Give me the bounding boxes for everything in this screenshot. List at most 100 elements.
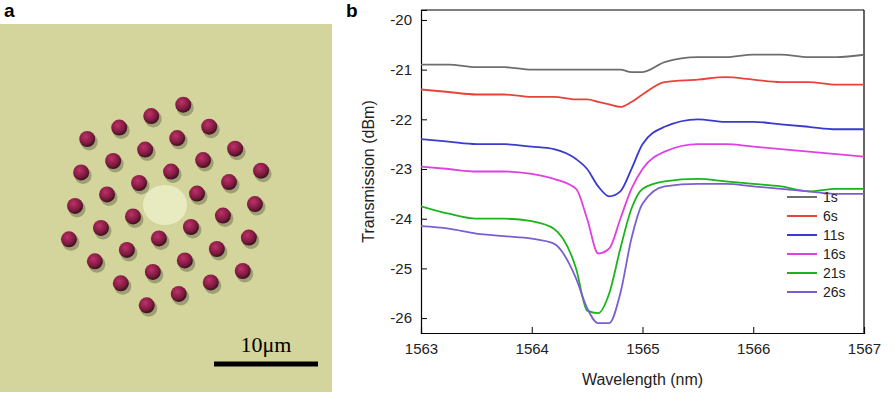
pillar: [177, 252, 193, 268]
pillar: [253, 163, 269, 179]
legend-label: 11s: [823, 227, 845, 243]
legend-swatch: [787, 234, 817, 236]
series-line: [421, 55, 864, 72]
tick-label: 1563: [405, 340, 438, 357]
panel-b: 15631564156515661567-26-25-24-23-22-21-2…: [360, 10, 881, 388]
pillar: [235, 263, 251, 279]
tick-mark: [532, 327, 533, 333]
pillar: [163, 164, 179, 180]
tick: 1564: [516, 327, 549, 357]
legend-entry: 16s: [787, 246, 846, 262]
pillar: [139, 297, 155, 313]
legend-swatch: [787, 272, 817, 274]
pillar: [209, 241, 225, 257]
pillar: [61, 231, 77, 247]
frame-top: [421, 9, 864, 10]
tick: -24: [390, 210, 427, 227]
frame-right: [863, 10, 864, 333]
tick-label: -25: [390, 260, 412, 277]
tick-mark: [421, 318, 427, 319]
tick-mark: [421, 169, 427, 170]
axis-line: [422, 11, 428, 334]
image-background: [0, 24, 332, 392]
pillar: [111, 120, 127, 136]
pillar: [87, 253, 103, 269]
y-axis: -26 -25 -24 -23 -22 -21 -20: [390, 11, 427, 334]
tick-label: 1567: [848, 340, 881, 357]
pillar: [125, 208, 141, 224]
pillar: [247, 196, 263, 212]
pillar: [105, 153, 121, 169]
pillar: [145, 264, 161, 280]
tick-label: -23: [390, 160, 412, 177]
pillar: [171, 286, 187, 302]
tick: -22: [390, 111, 427, 128]
pillar: [195, 152, 211, 168]
legend-label: 6s: [823, 208, 838, 224]
pillar: [203, 274, 219, 290]
pillar: [221, 174, 237, 190]
series-line: [421, 119, 864, 196]
tick-label: -21: [390, 61, 412, 78]
scale-bar-label: 10μm: [241, 332, 292, 357]
legend-swatch: [787, 253, 817, 255]
series-line: [421, 144, 864, 253]
legend-label: 1s: [823, 189, 838, 205]
tick-mark: [421, 219, 427, 220]
tick: -26: [390, 309, 427, 326]
legend-entry: 26s: [787, 284, 846, 300]
panel-a: 10μm: [0, 24, 332, 392]
legend-entry: 1s: [787, 189, 838, 205]
pillar: [143, 108, 159, 124]
pillar: [67, 198, 83, 214]
scale-bar: [214, 362, 318, 367]
series-line: [421, 184, 864, 323]
series-line: [421, 77, 864, 107]
legend-swatch: [787, 291, 817, 293]
pillar: [119, 242, 135, 258]
x-axis: 1563 1564 1565 1566 1567: [405, 327, 881, 357]
figure: 10μmab15631564156515661567-26-25-24-23-2…: [0, 0, 894, 394]
legend-swatch: [787, 196, 817, 198]
tick-label: 1564: [516, 340, 549, 357]
legend-label: 21s: [823, 265, 846, 281]
legend: 1s 6s 11s 16s 21s 26s: [787, 189, 846, 300]
legend-entry: 6s: [787, 208, 838, 224]
legend-entry: 21s: [787, 265, 846, 281]
tick-label: 1566: [737, 340, 770, 357]
image-center-glow: [143, 185, 187, 225]
tick: 1566: [737, 327, 770, 357]
legend-entry: 11s: [787, 227, 845, 243]
tick-label: -20: [390, 11, 412, 28]
tick-mark: [421, 119, 427, 120]
x-axis-title: Wavelength (nm): [582, 371, 703, 388]
pillar: [73, 164, 89, 180]
tick: -25: [390, 260, 427, 277]
tick-label: 1565: [626, 340, 659, 357]
pillar: [189, 186, 205, 202]
pillar: [93, 220, 109, 236]
pillar: [169, 130, 185, 146]
tick: -23: [390, 160, 427, 177]
tick-mark: [643, 327, 644, 333]
pillar: [215, 208, 231, 224]
tick-label: -22: [390, 111, 412, 128]
tick-mark: [421, 70, 427, 71]
plot-lines: [421, 55, 864, 323]
tick-mark: [421, 268, 427, 269]
series-line: [421, 179, 864, 313]
panel-label: a: [4, 0, 15, 21]
legend-swatch: [787, 215, 817, 217]
pillar: [175, 97, 191, 113]
axis-line: [422, 327, 865, 334]
tick-label: -24: [390, 210, 412, 227]
tick: 1565: [626, 327, 659, 357]
pillar: [183, 219, 199, 235]
tick: -20: [390, 11, 427, 28]
tick-mark: [753, 327, 754, 333]
legend-label: 26s: [823, 284, 846, 300]
pillar: [79, 131, 95, 147]
panel-label: b: [346, 0, 358, 21]
pillar: [137, 142, 153, 158]
tick-label: -26: [390, 309, 412, 326]
